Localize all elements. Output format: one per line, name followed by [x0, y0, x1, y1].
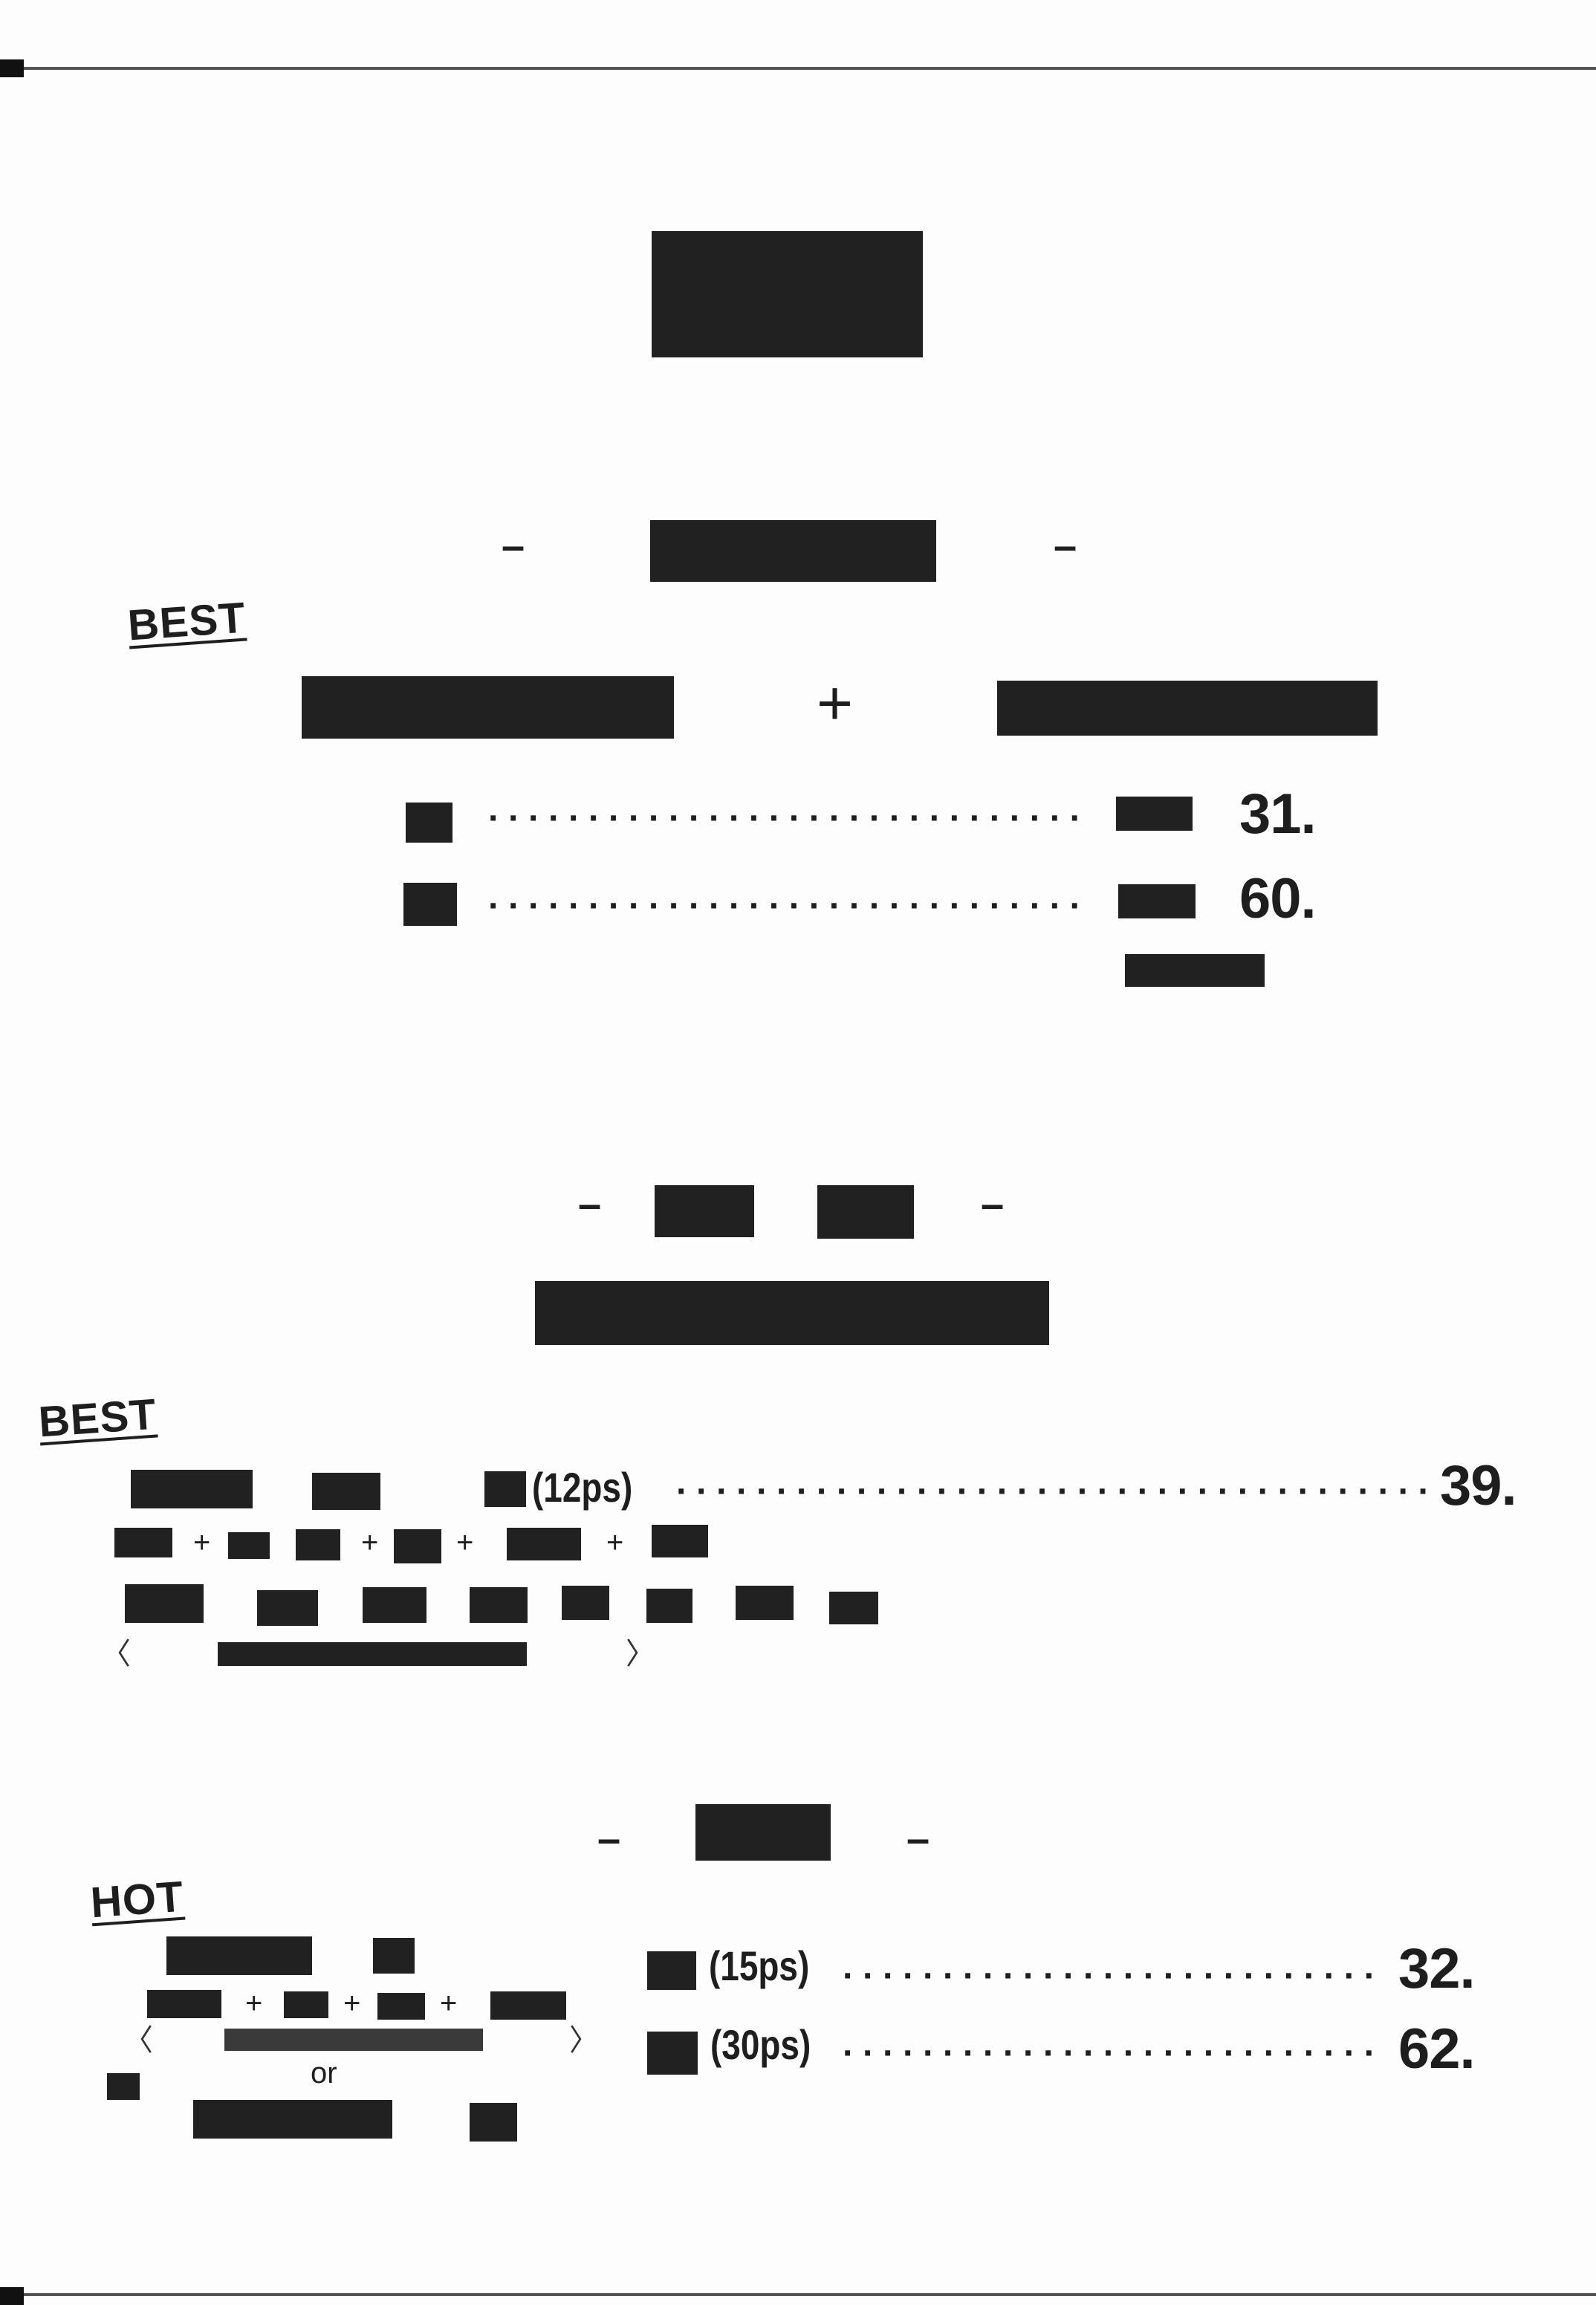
- section-1-heading-redacted: [650, 520, 936, 582]
- section-1-row-2-currency-redacted: [1118, 884, 1196, 918]
- section-2-ingredient-3-redacted: [296, 1529, 340, 1560]
- ingredient-plus: +: [245, 1987, 263, 2020]
- section-3-row-1-size-redacted: [647, 1951, 696, 1990]
- section-1-row-2-price: 60.: [1239, 867, 1317, 930]
- note-bracket-right: 〉: [569, 2024, 599, 2057]
- hot-badge: HOT: [88, 1872, 186, 1928]
- ingredient-plus: +: [361, 1526, 379, 1559]
- section-1-dash-left: –: [502, 522, 525, 568]
- section-2-desc-1-redacted: [125, 1584, 204, 1623]
- section-2-subheading-redacted: [535, 1281, 1049, 1345]
- section-2-desc-8-redacted: [829, 1592, 878, 1624]
- section-2-desc-7-redacted: [736, 1586, 794, 1620]
- section-1-row-2-size-redacted: [403, 883, 457, 926]
- section-1-item-b-redacted: [997, 681, 1378, 736]
- section-1-row-1-currency-redacted: [1116, 797, 1193, 831]
- section-2-desc-5-redacted: [562, 1586, 609, 1620]
- section-3-ingredient-2-redacted: [284, 1991, 328, 2018]
- note-bracket-right: 〉: [626, 1638, 655, 1670]
- section-3-ingredient-1-redacted: [147, 1990, 221, 2018]
- section-2-ingredient-6-redacted: [652, 1525, 708, 1557]
- ingredient-plus: +: [343, 1987, 361, 2020]
- note-bracket-left: 〈: [123, 2024, 153, 2057]
- section-3-dash-left: –: [597, 1815, 621, 1861]
- section-3-row-2-price: 62.: [1398, 2017, 1476, 2081]
- section-3-ingredient-3-redacted: [377, 1993, 425, 2020]
- section-3-alt-tag-redacted: [470, 2103, 517, 2142]
- section-2-price: 39.: [1440, 1454, 1517, 1517]
- section-1-note-redacted: [1125, 954, 1265, 987]
- section-2-heading-part-1-redacted: [655, 1185, 754, 1237]
- section-2-heading-part-2-redacted: [817, 1185, 914, 1239]
- section-3-item-tag-redacted: [373, 1938, 415, 1974]
- ingredient-plus: +: [606, 1526, 624, 1559]
- section-1-row-1-price: 31.: [1239, 782, 1317, 846]
- note-bracket-left: 〈: [101, 1638, 131, 1670]
- section-2-note-redacted: [218, 1642, 527, 1666]
- section-2-dash-right: –: [981, 1180, 1005, 1227]
- dot-leader: ········································…: [843, 1959, 1385, 1994]
- section-2-dash-left: –: [578, 1180, 602, 1227]
- section-3-row-1-price: 32.: [1398, 1937, 1476, 2000]
- section-1-item-a-redacted: [302, 676, 674, 739]
- combo-plus: +: [817, 668, 854, 738]
- section-3-row-1-portion: (15ps): [709, 1942, 810, 1989]
- section-2-ingredient-1-redacted: [114, 1528, 172, 1557]
- dot-leader: ········································…: [488, 801, 1083, 837]
- section-2-item-word-3-redacted: [484, 1471, 526, 1507]
- section-3-note-redacted: [224, 2029, 483, 2051]
- section-3-heading-redacted: [695, 1804, 831, 1861]
- section-3-row-2-size-redacted: [647, 2032, 698, 2075]
- section-3-item-name-redacted: [166, 1936, 312, 1975]
- page-title-redacted: [652, 231, 923, 357]
- section-2-desc-3-redacted: [363, 1587, 426, 1623]
- section-3-alt-name-redacted: [193, 2100, 392, 2139]
- section-2-item-word-2-redacted: [312, 1473, 380, 1510]
- section-3-dash-right: –: [906, 1815, 930, 1861]
- section-3-marker-redacted: [107, 2073, 140, 2100]
- section-3-ingredient-4-redacted: [490, 1991, 566, 2020]
- ingredient-plus: +: [193, 1526, 211, 1559]
- dot-leader: ········································…: [488, 889, 1090, 924]
- dot-leader: ········································…: [843, 2036, 1385, 2072]
- section-2-desc-6-redacted: [646, 1589, 692, 1623]
- section-1-row-1-size-redacted: [406, 803, 452, 843]
- section-2-desc-2-redacted: [257, 1590, 318, 1626]
- section-2-item-word-1-redacted: [131, 1470, 253, 1508]
- best-badge: BEST: [36, 1390, 158, 1447]
- section-2-portion: (12ps): [532, 1464, 633, 1511]
- ingredient-plus: +: [440, 1987, 458, 2020]
- section-2-ingredient-4-redacted: [394, 1529, 441, 1563]
- section-2-ingredient-5-redacted: [507, 1528, 581, 1560]
- section-1-dash-right: –: [1054, 522, 1077, 568]
- or-text: or: [311, 2057, 337, 2090]
- bottom-rule: [0, 2293, 1596, 2296]
- best-badge: BEST: [126, 593, 247, 650]
- dot-leader: ········································…: [676, 1474, 1427, 1510]
- top-corner-mark: [0, 59, 24, 77]
- bottom-corner-mark: [0, 2287, 24, 2305]
- ingredient-plus: +: [456, 1526, 474, 1559]
- section-2-ingredient-2-redacted: [228, 1532, 270, 1559]
- section-3-row-2-portion: (30ps): [710, 2021, 811, 2068]
- section-2-desc-4-redacted: [470, 1587, 528, 1623]
- top-rule: [0, 67, 1596, 70]
